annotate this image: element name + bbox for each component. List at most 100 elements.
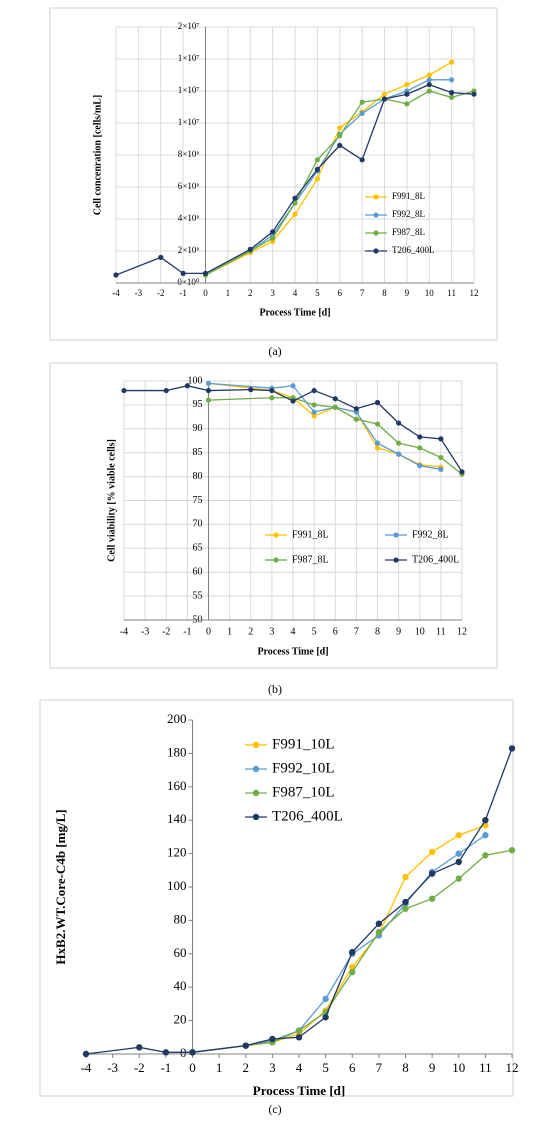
- y-tick-label: 80: [193, 471, 203, 482]
- y-tick-label: 95: [193, 399, 203, 410]
- data-point: [359, 99, 365, 105]
- x-tick-label: 5: [312, 626, 317, 637]
- panel-border: [49, 7, 498, 341]
- x-tick-label: 7: [376, 1060, 383, 1075]
- data-point: [426, 82, 432, 88]
- data-point: [205, 397, 212, 403]
- series-line: [192, 824, 486, 1053]
- y-tick-label: 100: [188, 375, 203, 386]
- legend-marker: [252, 741, 260, 749]
- data-point: [417, 434, 423, 440]
- data-point: [404, 101, 410, 107]
- legend-label: F991_8L: [392, 191, 425, 201]
- y-tick-label: 120: [167, 845, 187, 860]
- series-line: [205, 90, 475, 276]
- data-point: [438, 436, 444, 442]
- x-tick-label: 0: [206, 626, 211, 637]
- data-point: [482, 832, 489, 839]
- y-tick-label: 20: [174, 1012, 187, 1027]
- y-tick-label: 180: [167, 744, 187, 759]
- legend-marker: [252, 789, 260, 797]
- x-tick-label: -1: [179, 288, 187, 298]
- caption: (b): [268, 682, 282, 696]
- x-tick-label: 1: [227, 626, 232, 637]
- x-tick-label: 12: [506, 1060, 519, 1075]
- data-point: [426, 77, 432, 83]
- data-point: [449, 77, 455, 83]
- y-tick-label: 85: [193, 447, 203, 458]
- data-point: [428, 895, 436, 902]
- x-tick-label: 5: [315, 288, 320, 298]
- x-tick-label: 3: [269, 626, 274, 637]
- data-point: [381, 91, 388, 97]
- y-tick-label: 100: [167, 878, 187, 893]
- data-point: [314, 157, 320, 163]
- x-tick-label: 0: [203, 288, 208, 298]
- data-point: [455, 875, 462, 882]
- x-tick-label: 9: [405, 288, 410, 298]
- x-tick-label: 12: [470, 288, 479, 298]
- data-point: [402, 898, 409, 906]
- data-point: [269, 1035, 276, 1043]
- caption: (a): [268, 344, 281, 358]
- x-tick-label: -3: [141, 626, 149, 637]
- data-point: [438, 466, 444, 473]
- x-tick-label: 9: [429, 1060, 436, 1075]
- legend-marker: [273, 557, 279, 563]
- data-point: [349, 968, 356, 976]
- x-tick-label: 7: [360, 288, 365, 298]
- data-point: [374, 421, 381, 427]
- legend-label: T206_400L: [272, 808, 343, 824]
- data-point: [248, 387, 254, 393]
- data-point: [455, 850, 462, 857]
- data-point: [82, 1050, 90, 1058]
- x-tick-label: -1: [183, 626, 191, 637]
- data-point: [375, 928, 383, 936]
- x-tick-label: -4: [120, 626, 128, 637]
- data-point: [353, 416, 359, 422]
- data-point: [482, 817, 489, 824]
- y-tick-label: 1×10⁷: [178, 117, 200, 127]
- legend-label: F991_8L: [292, 529, 329, 540]
- x-tick-label: 8: [375, 626, 380, 637]
- data-point: [417, 463, 423, 469]
- data-point: [428, 848, 436, 856]
- x-tick-label: 11: [479, 1060, 492, 1075]
- data-point: [295, 1027, 303, 1034]
- x-tick-label: -3: [107, 1060, 118, 1075]
- data-point: [247, 246, 253, 252]
- x-tick-label: -3: [135, 288, 143, 298]
- x-tick-label: -2: [157, 288, 165, 298]
- data-point: [270, 235, 276, 241]
- data-point: [417, 445, 423, 451]
- y-tick-label: 55: [193, 590, 203, 601]
- data-point: [314, 176, 320, 182]
- data-point: [381, 96, 388, 102]
- series-line: [192, 849, 513, 1053]
- data-point: [269, 387, 275, 394]
- legend-marker: [252, 813, 260, 821]
- data-point: [508, 745, 516, 752]
- data-point: [426, 88, 432, 94]
- data-point: [163, 387, 169, 394]
- data-point: [375, 920, 383, 927]
- x-tick-label: 4: [293, 288, 298, 298]
- y-tick-label: 90: [193, 423, 203, 434]
- legend-label: F987_10L: [272, 784, 335, 800]
- legend-label: F991_10L: [272, 736, 335, 752]
- y-axis-title: Cell viability [% viable cells]: [106, 439, 117, 562]
- legend-label: F992_8L: [392, 209, 425, 219]
- x-tick-label: 6: [338, 288, 343, 298]
- legend-marker: [373, 194, 379, 200]
- data-point: [359, 157, 365, 163]
- data-point: [136, 1044, 143, 1051]
- data-point: [332, 396, 338, 402]
- legend-marker: [373, 230, 379, 236]
- x-tick-label: 11: [436, 626, 446, 637]
- y-tick-label: 75: [193, 495, 203, 506]
- y-tick-label: 160: [167, 778, 187, 793]
- data-point: [311, 402, 317, 408]
- legend-label: F987_8L: [392, 227, 425, 237]
- x-axis-title: Process Time [d]: [259, 307, 330, 318]
- data-point: [121, 387, 127, 394]
